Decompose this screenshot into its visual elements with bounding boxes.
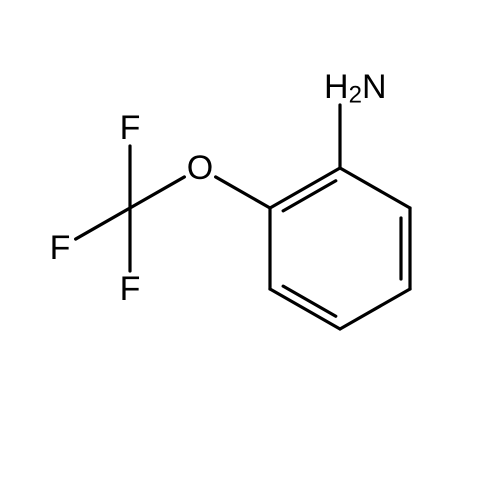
svg-text:H2N: H2N <box>324 68 386 108</box>
svg-text:F: F <box>120 109 141 147</box>
svg-text:F: F <box>50 229 71 267</box>
molecule-diagram: O H2N F F F <box>0 0 500 500</box>
svg-text:F: F <box>120 270 141 308</box>
svg-text:O: O <box>187 149 213 187</box>
